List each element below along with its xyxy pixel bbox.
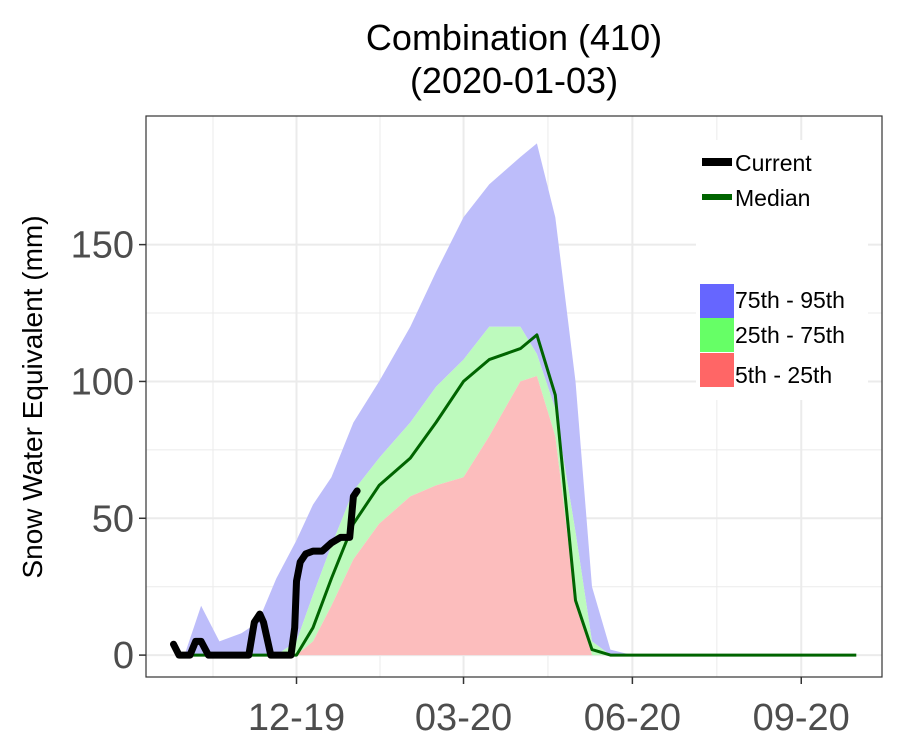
y-tick-label: 50 — [92, 498, 134, 540]
legend-label-p75-p95: 75th - 95th — [735, 287, 845, 313]
band-p75-p95 — [184, 143, 857, 656]
chart-title: Combination (410) — [366, 17, 662, 58]
y-tick-label: 0 — [113, 635, 134, 677]
x-tick-label: 06-20 — [584, 697, 681, 739]
y-tick-label: 100 — [71, 361, 134, 403]
series-current — [170, 487, 361, 659]
series-median — [184, 333, 857, 657]
legend-swatch-p5-p25 — [700, 353, 734, 387]
legend-label-p25-p75: 25th - 75th — [735, 322, 845, 348]
series-lines — [170, 333, 857, 659]
y-axis-label: Snow Water Equivalent (mm) — [17, 215, 48, 578]
percentile-bands — [184, 143, 857, 656]
x-tick-label: 09-20 — [753, 697, 850, 739]
legend: Current Median 75th - 95th 25th - 75th 5… — [696, 140, 868, 400]
legend-label-current: Current — [735, 150, 812, 176]
x-axis: 12-19 03-20 06-20 09-20 — [248, 677, 850, 739]
legend-swatch-p25-p75 — [700, 318, 734, 352]
legend-swatch-p75-p95 — [700, 284, 734, 318]
band-p5-p25 — [184, 376, 857, 656]
legend-label-median: Median — [735, 185, 810, 211]
plot-border — [145, 115, 883, 678]
y-tick-label: 150 — [71, 225, 134, 267]
legend-label-p5-p25: 5th - 25th — [735, 362, 832, 388]
x-tick-label: 12-19 — [248, 697, 345, 739]
y-axis: 0 50 100 150 — [71, 225, 146, 677]
x-tick-label: 03-20 — [415, 697, 512, 739]
chart-subtitle: (2020-01-03) — [410, 60, 618, 101]
